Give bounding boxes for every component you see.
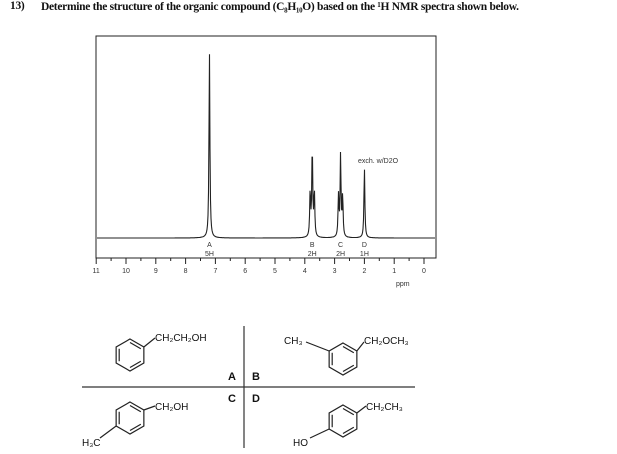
- x-tick-label: 8: [184, 268, 188, 275]
- x-tick-label: 5: [273, 268, 277, 275]
- peak-label-b: B: [310, 242, 315, 249]
- structure-c-bottom: H₃C: [82, 438, 101, 449]
- x-tick-label: 11: [93, 268, 100, 275]
- x-tick-label: 0: [422, 268, 426, 275]
- x-tick-label: 10: [122, 268, 130, 275]
- x-tick-label: 1: [392, 268, 396, 275]
- choice-label-b: B: [252, 371, 260, 383]
- structure-b-left: CH₃: [284, 336, 303, 347]
- x-tick-label: 7: [213, 268, 217, 275]
- choice-label-c: C: [228, 393, 236, 405]
- peak-label-c: C: [338, 242, 343, 249]
- x-tick-label: 4: [303, 268, 307, 275]
- peak-integration-c: 2H: [336, 251, 345, 258]
- structure-c-top: CH₂OH: [155, 402, 188, 413]
- structure-d-bottom: HO: [293, 438, 308, 449]
- peak-label-a: A: [207, 242, 212, 249]
- x-axis-label: ppm: [396, 281, 410, 288]
- structure-c-benzene: [99, 401, 156, 439]
- question-number: 13): [10, 0, 25, 12]
- x-tick-label: 9: [154, 268, 158, 275]
- choice-label-d: D: [252, 393, 260, 405]
- peak-integration-d: 1H: [360, 251, 369, 258]
- choice-label-a: A: [228, 371, 236, 383]
- structure-b-right: CH₂OCH₃: [364, 336, 409, 347]
- peak-integration-b: 2H: [308, 251, 317, 258]
- peak-label-d: D: [362, 242, 367, 249]
- structure-a-substituent: CH₂CH₂OH: [155, 333, 207, 344]
- spectrum-frame: [95, 35, 437, 259]
- x-tick-label: 6: [243, 268, 247, 275]
- structure-d-top: CH₂CH₃: [366, 402, 403, 413]
- annotation-exchange: exch. w/D2O: [358, 158, 399, 165]
- x-tick-label: 3: [333, 268, 337, 275]
- spectrum-trace: [97, 54, 435, 239]
- structure-a-benzene: [115, 337, 156, 372]
- question-text: Determine the structure of the organic c…: [41, 1, 519, 13]
- structure-b-benzene: [305, 341, 365, 376]
- structure-d-benzene: [309, 404, 367, 439]
- peak-integration-a: 5H: [205, 251, 214, 258]
- x-tick-label: 2: [362, 268, 366, 275]
